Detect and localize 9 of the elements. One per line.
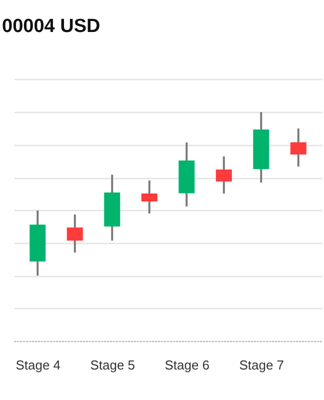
x-tick-label: Stage 4 <box>16 358 61 372</box>
x-tick-label: Stage 5 <box>90 358 136 372</box>
candlestick <box>216 155 232 195</box>
candlestick <box>141 179 158 214</box>
x-tick-label: Stage 6 <box>164 358 210 372</box>
x-tick-label: Stage 7 <box>239 358 284 372</box>
candlestick <box>290 127 306 168</box>
chart-title: 00004 USD <box>2 16 100 37</box>
candlestick <box>66 213 83 254</box>
